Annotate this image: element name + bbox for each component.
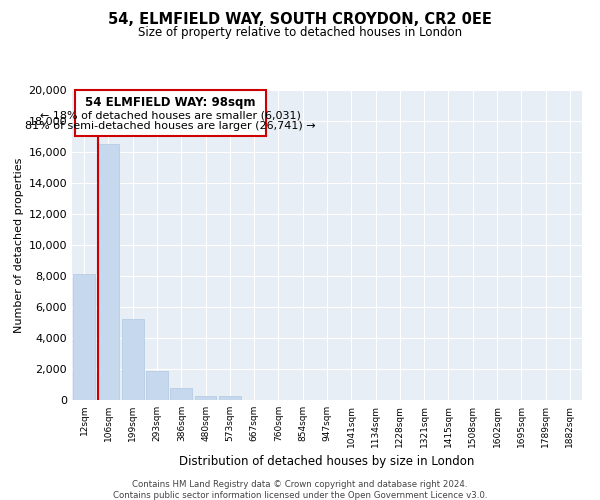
Text: 81% of semi-detached houses are larger (26,741) →: 81% of semi-detached houses are larger (… (25, 121, 316, 131)
Bar (146, 372, 168, 400)
Bar (170, 388, 192, 400)
Text: 54 ELMFIELD WAY: 98sqm: 54 ELMFIELD WAY: 98sqm (85, 96, 256, 109)
Bar (194, 396, 217, 400)
X-axis label: Distribution of detached houses by size in London: Distribution of detached houses by size … (179, 456, 475, 468)
Text: Contains public sector information licensed under the Open Government Licence v3: Contains public sector information licen… (113, 491, 487, 500)
Bar (219, 396, 241, 400)
Bar (122, 320, 143, 400)
Text: Contains HM Land Registry data © Crown copyright and database right 2024.: Contains HM Land Registry data © Crown c… (132, 480, 468, 489)
Y-axis label: Number of detached properties: Number of detached properties (14, 158, 25, 332)
Text: 54, ELMFIELD WAY, SOUTH CROYDON, CR2 0EE: 54, ELMFIELD WAY, SOUTH CROYDON, CR2 0EE (108, 12, 492, 28)
Bar (73, 274, 95, 400)
Bar (97, 144, 119, 400)
Text: ← 18% of detached houses are smaller (6,031): ← 18% of detached houses are smaller (6,… (40, 110, 301, 120)
Text: Size of property relative to detached houses in London: Size of property relative to detached ho… (138, 26, 462, 39)
